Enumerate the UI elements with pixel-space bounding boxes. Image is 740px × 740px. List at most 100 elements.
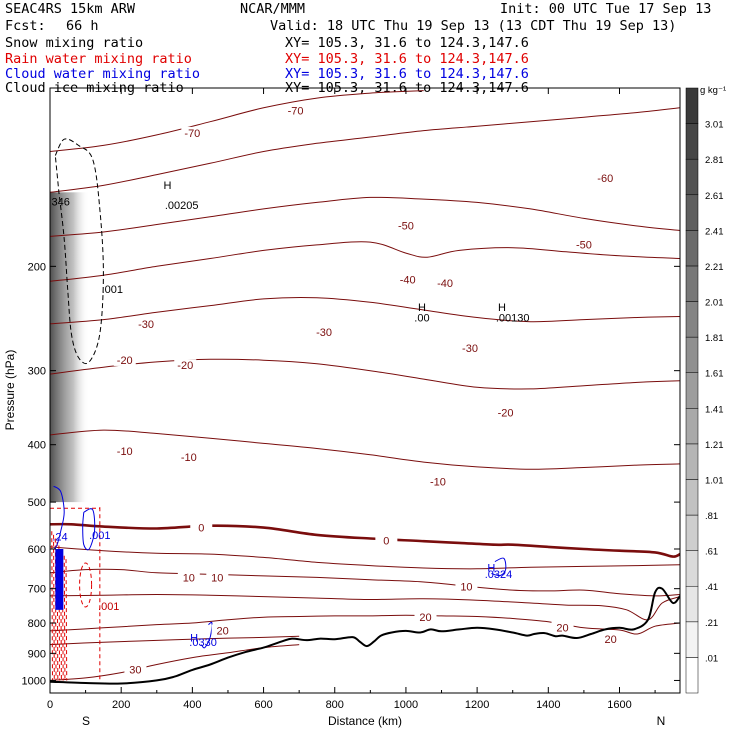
maximum-label: .00 (414, 313, 429, 325)
isotherm-20 (50, 614, 680, 635)
maximum-label: H (190, 633, 198, 645)
init-time: Init: 00 UTC Tue 17 Sep 13 (500, 1, 712, 17)
maximum-label: .001 (102, 284, 123, 296)
south-label: S (82, 714, 90, 728)
colorbar-swatch (685, 550, 699, 587)
isotherm-label: 30 (129, 664, 141, 676)
colorbar-level-label: 1.41 (705, 404, 724, 415)
colorbar-swatch (685, 657, 699, 694)
field-rain-name: Rain water mixing ratio (5, 51, 192, 67)
x-axis-title: Distance (km) (328, 714, 402, 728)
y-tick-label: 600 (28, 544, 46, 556)
isotherm-label-bg (572, 238, 595, 251)
colorbar-unit: g kg⁻¹ (700, 85, 726, 96)
y-tick-label: 500 (28, 497, 46, 509)
colorbar-swatch (685, 123, 699, 160)
x-tick-label: 0 (47, 699, 53, 711)
colorbar-level-label: 2.61 (705, 191, 724, 202)
colorbar-swatch (685, 514, 699, 551)
colorbar-level-label: 1.01 (705, 475, 724, 486)
isotherm-25 (50, 635, 300, 646)
colorbar-swatch (685, 301, 699, 338)
colorbar-swatch (685, 265, 699, 302)
isotherm-label-bg (113, 353, 136, 366)
north-label: N (657, 714, 666, 728)
cloud-water-contour (53, 485, 65, 550)
colorbar-level-label: .21 (705, 618, 718, 629)
isotherm-label-bg (394, 219, 417, 232)
colorbar-swatch (685, 230, 699, 267)
y-axis-title: Pressure (hPa) (3, 350, 17, 431)
isotherm-label-bg (313, 325, 336, 338)
isotherm-label-bg (426, 475, 449, 488)
colorbar-level-label: .41 (705, 582, 718, 593)
isotherm-label-bg (599, 633, 622, 646)
isotherm-label-bg (113, 444, 136, 457)
isotherm-label-bg (206, 571, 229, 584)
cloud-water-contour (200, 621, 213, 649)
isotherm-15 (50, 593, 680, 621)
isotherm-m50 (50, 196, 680, 237)
maximum-label: H (498, 302, 506, 314)
y-tick-label: 700 (28, 584, 46, 596)
colorbar-level-label: 1.21 (705, 440, 724, 451)
isotherm-m70 (50, 90, 424, 152)
maximum-label: .0330 (189, 637, 217, 649)
colorbar-level-label: 1.81 (705, 333, 724, 344)
maximum-label: .24 (52, 531, 67, 543)
colorbar-swatch (685, 621, 699, 658)
isotherm-label-bg (181, 126, 204, 139)
plot-area: -70 -70 -60 -50 -50 -40 -40 -30 -30 -30 -20 -20 -20 -… (49, 87, 681, 694)
terrain-profile (50, 586, 680, 685)
cloud-water-contour (82, 508, 96, 551)
colorbar-level-label: 3.01 (705, 120, 724, 131)
y-tick-label: 400 (28, 440, 46, 452)
isotherm-label: 10 (183, 572, 195, 584)
colorbar-level-label: 2.81 (705, 155, 724, 166)
y-tick-label: 200 (28, 261, 46, 273)
isotherm-label-bg (284, 104, 307, 117)
isotherm-label: -70 (184, 128, 200, 140)
colorbar-swatch (685, 87, 699, 124)
x-tick-label: 800 (326, 699, 344, 711)
maximum-label: .00130 (496, 313, 530, 325)
isotherm-label: -30 (138, 319, 154, 331)
colorbar-level-label: 2.21 (705, 262, 724, 273)
y-tick-label: 300 (28, 366, 46, 378)
colorbar-level-label: 1.61 (705, 369, 724, 380)
mixing-ratio-contours (50, 138, 507, 682)
colorbar-swatch (685, 408, 699, 445)
isotherm-label: -20 (498, 408, 514, 420)
colorbar-swatch (685, 585, 699, 623)
isotherm-label: -10 (181, 452, 197, 464)
colorbar-level-label: 2.01 (705, 298, 724, 309)
rain-mixing-contour (79, 562, 93, 608)
x-tick-label: 1600 (607, 699, 631, 711)
isotherm-label: -50 (398, 221, 414, 233)
isotherm-label: -20 (117, 355, 133, 367)
isotherm-0 (50, 522, 680, 558)
isotherm-5 (50, 546, 680, 570)
valid-time: Valid: 18 UTC Thu 19 Sep 13 (13 CDT Thu … (270, 18, 677, 34)
isotherm-label-bg (594, 172, 617, 185)
colorbar-swatch (685, 336, 699, 373)
colorbar-level-label: .81 (705, 511, 718, 522)
x-tick-label: 400 (183, 699, 201, 711)
maximum-label: H (487, 563, 495, 575)
rain-mixing-contour (51, 531, 53, 681)
isotherm-label: 20 (604, 634, 616, 646)
isotherm-m30 (50, 297, 680, 325)
isotherm-label-bg (459, 342, 481, 355)
isotherm-label: 20 (556, 622, 568, 634)
isotherm-label: 10 (211, 572, 223, 584)
isotherm-label: 20 (419, 612, 431, 624)
colorbar-swatch (685, 443, 699, 480)
cloud-ice-shade (50, 192, 90, 503)
maximum-label: H (418, 302, 426, 314)
field-rain-xy: XY= 105.3, 31.6 to 124.3,147.6 (285, 51, 529, 67)
field-cloudwater-xy: XY= 105.3, 31.6 to 124.3,147.6 (285, 66, 529, 82)
model-title: SEAC4RS 15km ARW (5, 1, 136, 17)
isotherm-label: -10 (430, 476, 446, 488)
rain-mixing-contour (53, 534, 55, 681)
snow-mixing-contour (54, 138, 104, 365)
